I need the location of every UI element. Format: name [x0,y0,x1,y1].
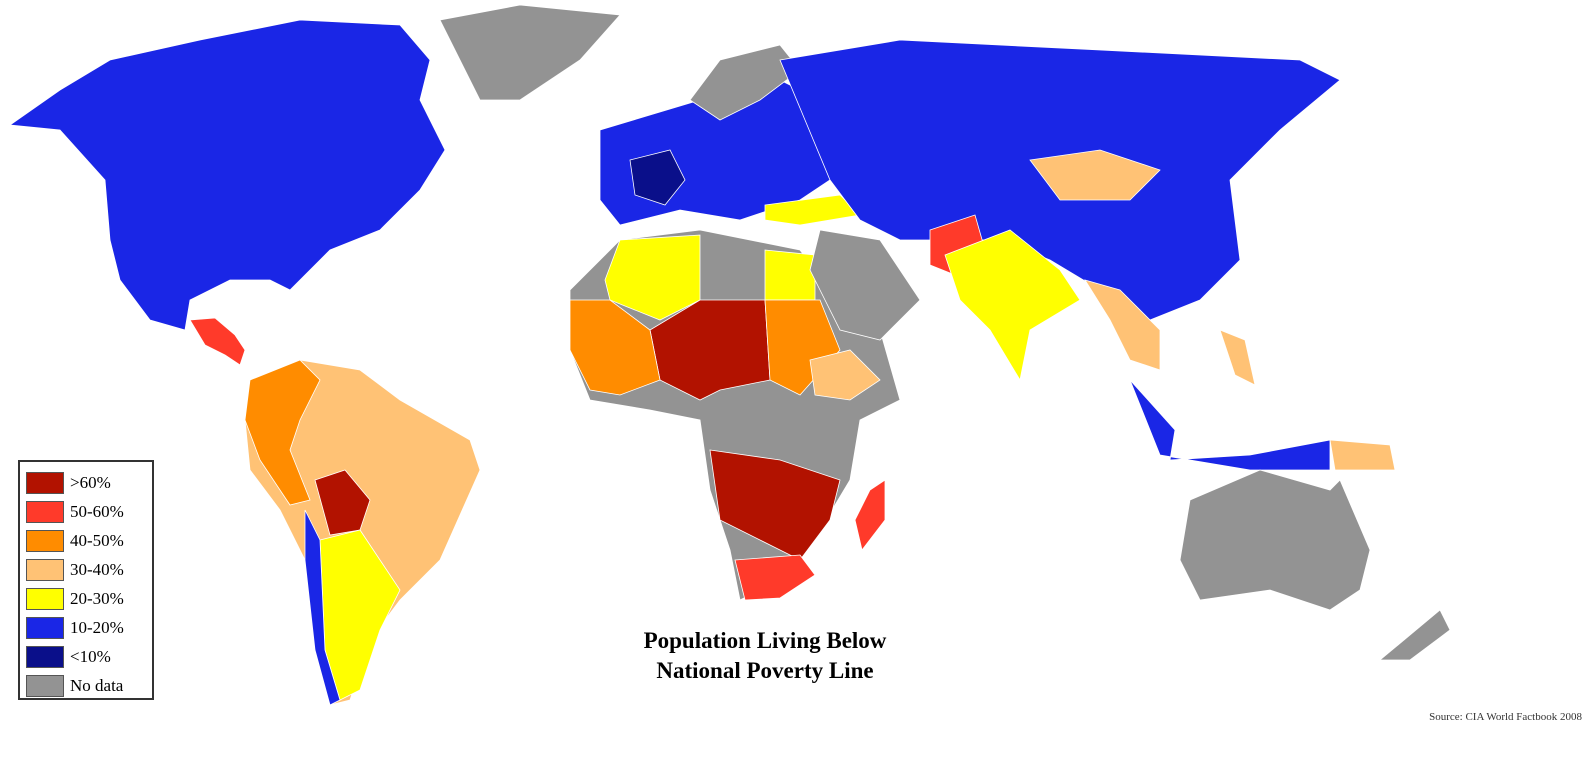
legend-swatch [26,645,64,668]
france [629,149,686,206]
south-africa [734,554,816,601]
central-america [189,317,246,366]
legend-label: 40-50% [70,530,124,550]
legend-label: No data [70,675,124,695]
legend-item: 20-30% [26,584,152,613]
legend-label: 10-20% [70,617,124,637]
andes-northwest [244,359,321,506]
india [944,229,1081,382]
turkey [764,194,861,226]
legend-label: 20-30% [70,588,124,608]
greenland [439,4,621,101]
legend-label: 50-60% [70,501,124,521]
bolivia [314,469,371,536]
legend-item: 40-50% [26,526,152,555]
legend-item: 30-40% [26,555,152,584]
legend-swatch [26,529,64,552]
sahel [649,299,771,401]
new-zealand [1378,609,1451,661]
southeast-asia [1084,279,1161,371]
mongolia [1029,149,1161,201]
legend-swatch [26,616,64,639]
legend-item: 50-60% [26,497,152,526]
papua-new-guinea [1329,439,1396,471]
source-note: Source: CIA World Factbook 2008 [1429,711,1582,723]
legend-label: 30-40% [70,559,124,579]
indonesia [1129,379,1331,471]
legend-swatch [26,500,64,523]
legend-swatch [26,587,64,610]
legend-label: <10% [70,646,111,666]
legend-item: 10-20% [26,613,152,642]
north-america [8,19,446,331]
title-line-1: Population Living Below [643,628,887,653]
southern-africa [709,449,841,561]
legend: >60% 50-60% 40-50% 30-40% 20-30% 10-20% … [18,460,154,700]
west-africa [569,299,661,396]
australia [1179,469,1371,611]
map-title: Population Living Below National Poverty… [560,626,970,686]
chile [304,509,341,706]
legend-swatch [26,674,64,697]
legend-item: >60% [26,468,152,497]
legend-item: No data [26,671,152,700]
middle-east [809,229,921,341]
legend-swatch [26,558,64,581]
title-line-2: National Poverty Line [656,658,874,683]
legend-item: <10% [26,642,152,671]
legend-label: >60% [70,472,111,492]
madagascar [854,479,886,551]
egypt [764,249,816,301]
philippines [1219,329,1256,386]
ethiopia [809,349,881,401]
legend-swatch [26,471,64,494]
